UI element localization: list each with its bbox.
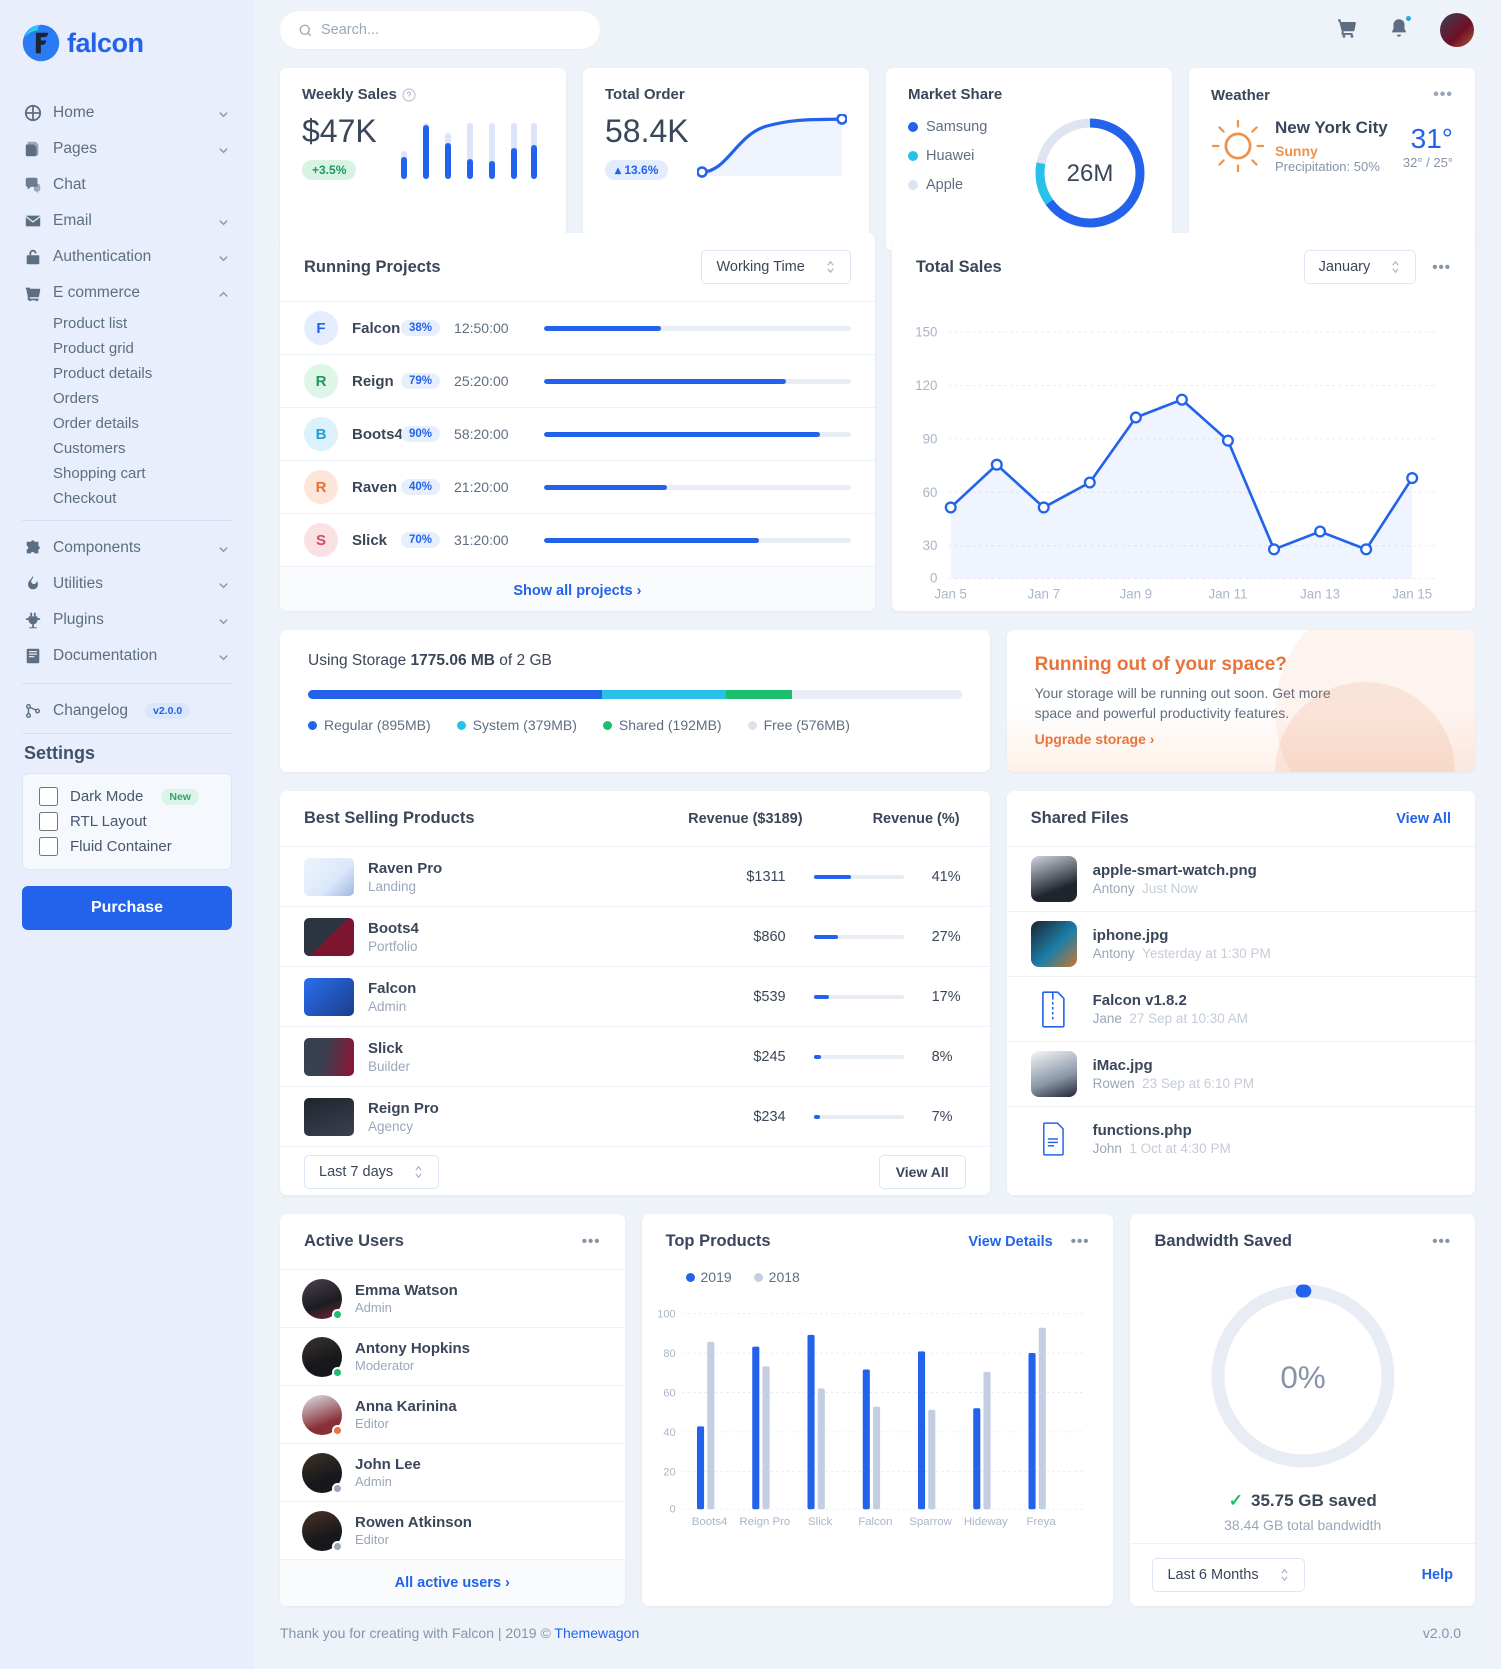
svg-text:Jan 7: Jan 7 [1027,586,1059,601]
svg-text:150: 150 [915,324,937,339]
svg-text:30: 30 [922,538,937,553]
svg-text:Jan 5: Jan 5 [934,586,966,601]
svg-text:Jan 15: Jan 15 [1392,586,1432,601]
svg-text:0%: 0% [1280,1360,1325,1395]
svg-text:Jan 13: Jan 13 [1300,586,1340,601]
svg-text:Falcon: Falcon [858,1516,892,1528]
svg-text:60: 60 [663,1387,675,1399]
svg-text:0: 0 [930,570,937,585]
svg-text:Slick: Slick [808,1516,832,1528]
svg-text:Jan 9: Jan 9 [1119,586,1151,601]
svg-text:Boots4: Boots4 [691,1516,727,1528]
svg-text:0: 0 [669,1503,675,1515]
svg-text:Hideway: Hideway [963,1516,1007,1528]
svg-text:80: 80 [663,1348,675,1360]
svg-text:Reign Pro: Reign Pro [739,1516,790,1528]
svg-text:Freya: Freya [1026,1516,1056,1528]
svg-text:120: 120 [915,378,937,393]
svg-text:Jan 11: Jan 11 [1208,586,1247,601]
svg-text:26M: 26M [1067,160,1114,187]
svg-text:40: 40 [663,1427,675,1439]
svg-text:20: 20 [663,1466,675,1478]
svg-text:Sparrow: Sparrow [909,1516,952,1528]
svg-text:90: 90 [922,431,937,446]
svg-text:100: 100 [657,1308,675,1320]
svg-text:60: 60 [922,485,937,500]
